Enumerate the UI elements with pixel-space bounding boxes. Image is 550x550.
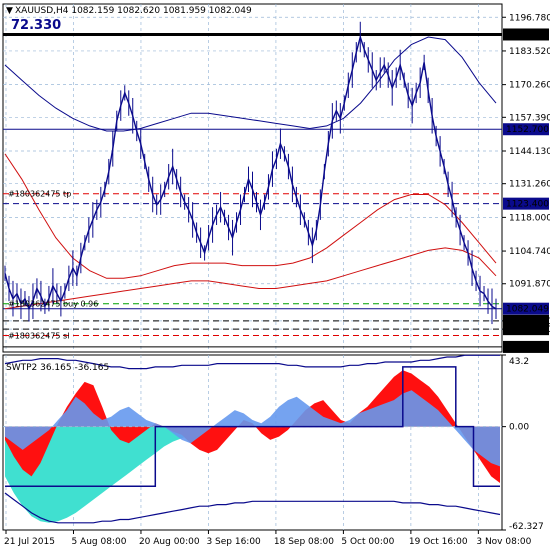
horizontal-levels bbox=[3, 32, 502, 348]
ma-long-line bbox=[4, 247, 497, 310]
price-series-layer bbox=[4, 21, 497, 325]
price-line bbox=[4, 34, 497, 311]
y-tick-label: 1118.000 bbox=[509, 213, 550, 223]
blue-area bbox=[5, 390, 500, 467]
x-tick-label: 19 Oct 16:00 bbox=[409, 537, 468, 547]
indicator-label: SWTP2 36.165 -36.165 bbox=[6, 363, 109, 373]
y-tick-label: 1131.260 bbox=[509, 180, 550, 190]
time-axis: 21 Jul 2015 5 Aug 08:00 20 Aug 00:00 3 Sep … bbox=[4, 530, 532, 547]
indicator-axis: 43.2 0.00 -62.327 bbox=[502, 354, 544, 532]
y-tick-label: 1196.780 bbox=[509, 13, 550, 23]
envelope-bottom-line bbox=[4, 492, 501, 524]
price-tag-label: 1190.000 bbox=[506, 30, 549, 40]
price-panel-frame[interactable] bbox=[2, 3, 503, 353]
order-labels: 1190.000 1152.700 1123.400 #180362475 tp 108… bbox=[8, 28, 549, 353]
symbol-ohlc-line: XAUUSD,H4 1082.159 1082.620 1081.959 108… bbox=[15, 6, 252, 16]
grid bbox=[3, 4, 502, 530]
price-tag-bg bbox=[503, 340, 549, 353]
chart-down-arrow-icon[interactable]: ▼ bbox=[6, 6, 13, 16]
price-tag-bg bbox=[503, 197, 549, 210]
y-tick-label: 1157.390 bbox=[509, 113, 550, 123]
price-tag-bg bbox=[503, 302, 549, 315]
order-label: #180362475 tp bbox=[8, 190, 71, 199]
price-tag-bg bbox=[503, 123, 549, 136]
teal-area bbox=[5, 426, 500, 523]
price-tag-label: 1077.250 bbox=[506, 317, 549, 327]
y-tick-label: 1183.520 bbox=[509, 47, 550, 57]
y-tick-label: 1104.740 bbox=[509, 247, 550, 257]
x-tick-label: 18 Sep 08:00 bbox=[274, 537, 334, 547]
x-tick-label: 20 Aug 00:00 bbox=[139, 537, 200, 547]
price-tag-label: 1082.049 bbox=[506, 305, 549, 315]
price-tag-label: 1123.400 bbox=[506, 200, 549, 210]
x-tick-label: 3 Sep 16:00 bbox=[206, 537, 261, 547]
price-tag-bg bbox=[503, 28, 549, 41]
ma-mid-line bbox=[4, 153, 497, 279]
price-tag-bg bbox=[503, 323, 549, 336]
price-tag-label: 1074.000 bbox=[506, 325, 549, 335]
ind-y-tick-label: 0.00 bbox=[509, 423, 529, 433]
x-tick-label: 5 Oct 00:00 bbox=[341, 537, 394, 547]
ind-y-tick-label: 43.2 bbox=[509, 357, 529, 367]
indicator-layer bbox=[3, 354, 502, 524]
x-tick-label: 21 Jul 2015 bbox=[4, 537, 55, 547]
y-tick-label: 1091.870 bbox=[509, 280, 550, 290]
price-tag-label: 1152.700 bbox=[506, 125, 549, 135]
price-tag: 1067.000 bbox=[503, 340, 549, 353]
price-tag: 1152.700 bbox=[503, 123, 549, 135]
price-tag: 1082.049 bbox=[503, 302, 549, 315]
moving-average-layer bbox=[4, 36, 497, 310]
ind-y-tick-label: -62.327 bbox=[509, 522, 544, 532]
order-label: #180362475 buy 0.96 bbox=[8, 300, 98, 309]
y-tick-label: 1170.260 bbox=[509, 81, 550, 91]
x-tick-label: 5 Aug 08:00 bbox=[71, 537, 126, 547]
y-tick-label: 1144.130 bbox=[509, 147, 550, 157]
indicator-panel-frame[interactable] bbox=[2, 354, 503, 531]
x-tick-label: 3 Nov 08:00 bbox=[476, 537, 531, 547]
price-tag-label: 1067.000 bbox=[506, 343, 549, 353]
price-tag: 1190.000 bbox=[503, 28, 549, 41]
red-area bbox=[5, 370, 500, 483]
order-label: #180362475 sl bbox=[8, 331, 69, 340]
price-tag: 1123.400 bbox=[503, 197, 549, 210]
big-value: 72.330 bbox=[11, 18, 61, 33]
envelope-top-line bbox=[4, 354, 500, 370]
price-tag: 1074.000 bbox=[503, 323, 549, 336]
step-line bbox=[5, 366, 500, 488]
ma-short-line bbox=[4, 36, 497, 132]
